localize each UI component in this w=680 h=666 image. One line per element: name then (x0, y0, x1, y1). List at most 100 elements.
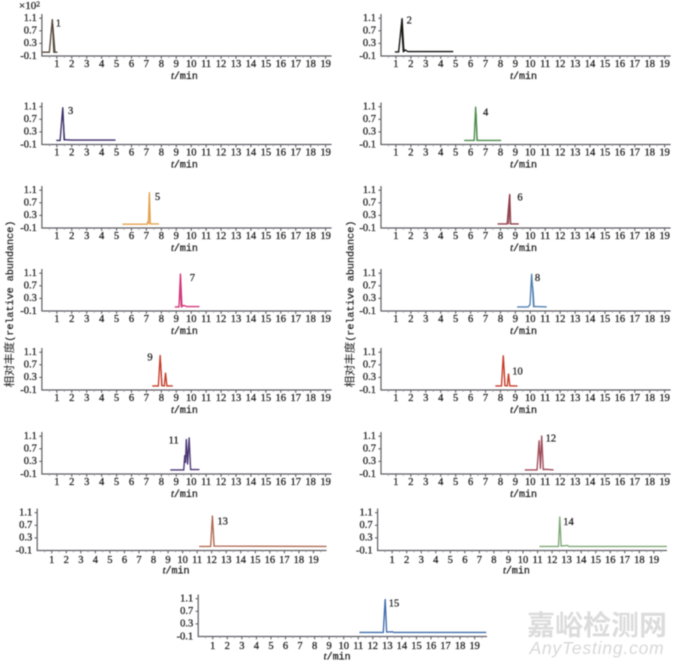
svg-text:18: 18 (305, 59, 316, 70)
svg-text:1: 1 (393, 59, 398, 70)
svg-text:8: 8 (498, 477, 503, 488)
svg-text:13: 13 (570, 477, 581, 488)
svg-text:0.3: 0.3 (363, 210, 376, 221)
svg-text:8: 8 (159, 59, 164, 70)
svg-text:10: 10 (186, 314, 197, 325)
svg-text:11: 11 (540, 231, 550, 242)
svg-text:6: 6 (283, 641, 288, 652)
svg-text:7: 7 (483, 231, 488, 242)
svg-text:16: 16 (605, 555, 616, 566)
svg-text:1.1: 1.1 (363, 102, 376, 113)
svg-text:8: 8 (498, 314, 503, 325)
svg-text:5: 5 (453, 148, 458, 159)
svg-text:1.1: 1.1 (363, 431, 376, 442)
svg-text:14: 14 (246, 59, 257, 70)
svg-text:2: 2 (225, 641, 230, 652)
svg-text:18: 18 (644, 314, 655, 325)
svg-text:11: 11 (201, 59, 211, 70)
svg-text:12: 12 (216, 59, 227, 70)
svg-text:12: 12 (555, 477, 566, 488)
svg-text:1: 1 (393, 231, 398, 242)
svg-text:9: 9 (327, 641, 332, 652)
svg-text:16: 16 (276, 477, 287, 488)
svg-text:0.7: 0.7 (180, 606, 193, 617)
svg-text:0.3: 0.3 (24, 127, 37, 138)
svg-text:7: 7 (483, 148, 488, 159)
svg-text:10: 10 (525, 477, 536, 488)
svg-text:-0.1: -0.1 (20, 385, 37, 396)
svg-text:1.1: 1.1 (19, 508, 32, 519)
svg-text:18: 18 (305, 393, 316, 404)
svg-text:13: 13 (570, 148, 581, 159)
svg-text:4: 4 (99, 314, 105, 325)
svg-text:1.1: 1.1 (24, 185, 37, 196)
svg-text:11: 11 (201, 393, 211, 404)
svg-text:16: 16 (265, 555, 276, 566)
svg-text:11: 11 (540, 59, 550, 70)
svg-text:16: 16 (615, 148, 626, 159)
svg-text:7: 7 (483, 477, 488, 488)
svg-text:t/min: t/min (510, 326, 537, 338)
svg-text:4: 4 (438, 477, 444, 488)
svg-text:5: 5 (107, 555, 112, 566)
svg-text:19: 19 (320, 231, 331, 242)
svg-text:0.7: 0.7 (24, 114, 37, 125)
svg-text:4: 4 (93, 555, 99, 566)
svg-text:4: 4 (254, 641, 260, 652)
svg-text:9: 9 (147, 352, 152, 363)
svg-text:6: 6 (122, 555, 127, 566)
svg-text:-0.1: -0.1 (20, 306, 37, 317)
svg-text:1.1: 1.1 (24, 347, 37, 358)
svg-text:8: 8 (498, 393, 503, 404)
svg-text:19: 19 (659, 477, 670, 488)
svg-text:7: 7 (483, 314, 488, 325)
svg-text:9: 9 (174, 231, 179, 242)
svg-text:0.3: 0.3 (24, 293, 37, 304)
svg-text:t/min: t/min (171, 243, 198, 255)
svg-text:1: 1 (393, 393, 398, 404)
svg-text:1.1: 1.1 (24, 431, 37, 442)
svg-text:2: 2 (69, 231, 74, 242)
svg-text:12: 12 (206, 555, 217, 566)
svg-text:t/min: t/min (510, 160, 537, 172)
svg-text:11: 11 (201, 314, 211, 325)
svg-text:12: 12 (555, 314, 566, 325)
svg-text:8: 8 (498, 231, 503, 242)
svg-text:14: 14 (236, 555, 247, 566)
svg-text:0.7: 0.7 (24, 444, 37, 455)
svg-text:-0.1: -0.1 (359, 223, 376, 234)
svg-text:2: 2 (408, 314, 413, 325)
svg-text:18: 18 (644, 393, 655, 404)
svg-text:8: 8 (159, 393, 164, 404)
svg-text:13: 13 (231, 231, 242, 242)
svg-text:15: 15 (600, 314, 611, 325)
svg-text:11: 11 (201, 477, 211, 488)
svg-text:7: 7 (483, 59, 488, 70)
svg-text:8: 8 (159, 314, 164, 325)
svg-text:-0.1: -0.1 (359, 139, 376, 150)
svg-text:17: 17 (290, 393, 301, 404)
svg-text:15: 15 (261, 477, 272, 488)
svg-text:13: 13 (231, 148, 242, 159)
svg-text:15: 15 (261, 148, 272, 159)
svg-text:2: 2 (408, 477, 413, 488)
svg-text:17: 17 (290, 314, 301, 325)
svg-text:9: 9 (174, 148, 179, 159)
svg-text:13: 13 (231, 477, 242, 488)
svg-text:1: 1 (49, 555, 54, 566)
svg-text:15: 15 (600, 231, 611, 242)
svg-text:5: 5 (114, 393, 119, 404)
svg-text:17: 17 (630, 59, 641, 70)
svg-text:4: 4 (99, 393, 105, 404)
svg-text:18: 18 (634, 555, 645, 566)
svg-text:2: 2 (408, 148, 413, 159)
svg-text:5: 5 (453, 231, 458, 242)
svg-text:4: 4 (438, 393, 444, 404)
svg-text:9: 9 (513, 314, 518, 325)
svg-text:19: 19 (659, 231, 670, 242)
svg-text:17: 17 (290, 477, 301, 488)
svg-text:1.1: 1.1 (24, 268, 37, 279)
svg-text:2: 2 (64, 555, 69, 566)
svg-text:10: 10 (186, 477, 197, 488)
svg-text:15: 15 (600, 477, 611, 488)
